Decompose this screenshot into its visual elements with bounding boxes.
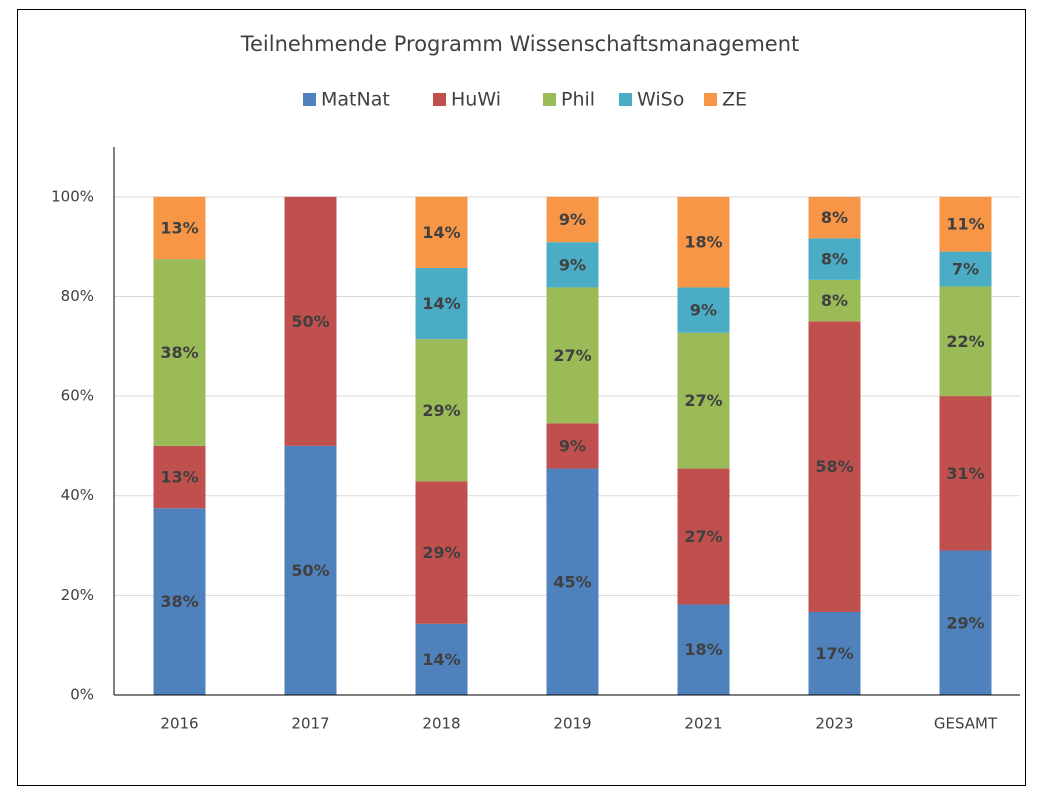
legend-swatch (303, 93, 316, 106)
data-label: 18% (684, 233, 722, 252)
y-tick-label: 0% (70, 686, 94, 704)
data-label: 14% (422, 650, 460, 669)
data-label: 17% (815, 644, 853, 663)
data-label: 8% (821, 291, 848, 310)
y-tick-label: 40% (61, 486, 94, 504)
data-label: 9% (559, 436, 586, 455)
bar-segment (415, 623, 468, 695)
bar-segment (546, 423, 599, 469)
data-label: 8% (821, 250, 848, 269)
x-tick-label: 2019 (553, 715, 591, 733)
legend-label: HuWi (451, 89, 501, 111)
data-label: 8% (821, 208, 848, 227)
bar-segment (677, 196, 730, 288)
x-tick-label: 2023 (815, 715, 853, 733)
y-tick-label: 60% (61, 387, 94, 405)
bar-segment (939, 550, 992, 695)
data-label: 29% (422, 401, 460, 420)
data-label: 29% (422, 543, 460, 562)
bar-segment (808, 238, 861, 280)
data-label: 38% (160, 343, 198, 362)
x-tick-label: 2021 (684, 715, 722, 733)
bar-segment (677, 468, 730, 605)
bar-segment (153, 259, 206, 446)
bar-segment (546, 196, 599, 243)
data-label: 31% (946, 464, 984, 483)
legend-label: MatNat (321, 89, 390, 111)
data-label: 11% (946, 215, 984, 234)
bar-segment (939, 196, 992, 252)
x-tick-label: 2018 (422, 715, 460, 733)
bar-segment (153, 508, 206, 695)
bar-segment (546, 468, 599, 695)
y-tick-label: 20% (61, 586, 94, 604)
data-label: 50% (291, 312, 329, 331)
data-label: 9% (559, 210, 586, 229)
x-tick-label: GESAMT (934, 715, 998, 733)
bar-segment (808, 321, 861, 612)
data-label: 7% (952, 260, 979, 279)
bar-segment (284, 196, 337, 446)
data-label: 27% (553, 346, 591, 365)
data-label: 27% (684, 391, 722, 410)
data-label: 22% (946, 332, 984, 351)
legend-swatch (433, 93, 446, 106)
legend-swatch (619, 93, 632, 106)
bar-segment (153, 445, 206, 509)
bar-segment (808, 611, 861, 695)
chart-title: Teilnehmende Programm Wissenschaftsmanag… (240, 32, 800, 56)
data-label: 13% (160, 218, 198, 237)
data-label: 45% (553, 572, 591, 591)
data-label: 14% (422, 294, 460, 313)
data-label: 13% (160, 468, 198, 487)
data-label: 9% (559, 255, 586, 274)
data-label: 9% (690, 301, 717, 320)
data-label: 14% (422, 223, 460, 242)
bar-segment (546, 287, 599, 424)
data-label: 38% (160, 592, 198, 611)
y-tick-label: 100% (51, 187, 94, 205)
bar-segment (415, 196, 468, 268)
bar-segment (677, 332, 730, 469)
x-tick-label: 2016 (160, 715, 198, 733)
legend-swatch (704, 93, 717, 106)
bar-segment (939, 251, 992, 287)
legend-label: WiSo (637, 89, 684, 111)
legend-label: ZE (722, 89, 747, 111)
x-tick-label: 2017 (291, 715, 329, 733)
data-label: 18% (684, 640, 722, 659)
data-label: 50% (291, 561, 329, 580)
data-label: 29% (946, 613, 984, 632)
bar-segment (939, 286, 992, 397)
bar-segment (153, 196, 206, 260)
bar-segment (546, 242, 599, 288)
bar-segment (284, 445, 337, 695)
bar-segment (939, 396, 992, 551)
legend-swatch (543, 93, 556, 106)
legend-label: Phil (561, 89, 595, 111)
bar-segment (415, 267, 468, 340)
bar-segment (677, 287, 730, 333)
bar-segment (808, 196, 861, 239)
bar-segment (415, 339, 468, 482)
bar-segment (415, 481, 468, 624)
data-label: 58% (815, 457, 853, 476)
bar-segment (808, 279, 861, 322)
data-label: 27% (684, 527, 722, 546)
y-tick-label: 80% (61, 287, 94, 305)
bar-segment (677, 604, 730, 695)
